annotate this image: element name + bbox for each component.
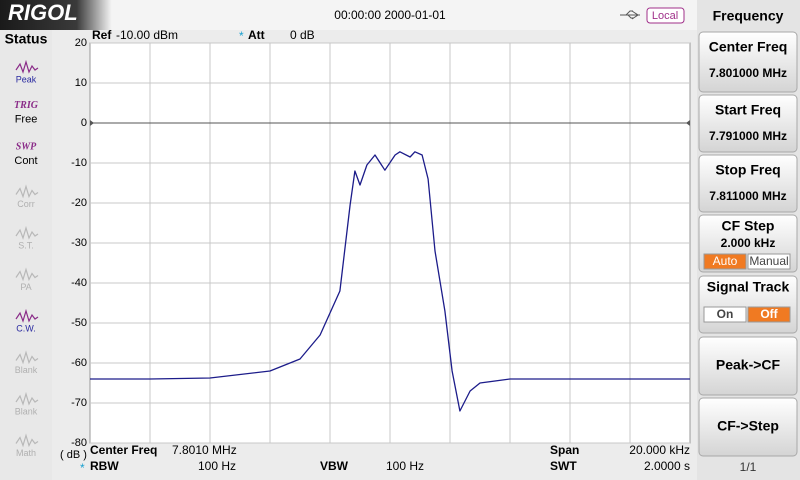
menu-button[interactable] [698,397,798,457]
status-item[interactable] [8,301,46,339]
att-label: Att [248,28,265,42]
menu-option[interactable] [747,253,791,270]
y-tick-label: 0 [81,117,87,129]
y-tick-label: -20 [71,197,87,209]
y-tick-label: -50 [71,317,87,329]
status-item-label: Free [15,113,38,125]
menu-option[interactable] [703,253,747,270]
status-icon [15,391,39,406]
att-value: 0 dB [290,28,315,42]
local-button[interactable] [646,7,685,24]
vbw-value: 100 Hz [386,459,424,473]
reference-marker-right [686,120,690,126]
menu-button-label: Start Freq [715,102,781,118]
menu-page: 1/1 [740,460,757,474]
status-item-label: C.W. [16,323,36,333]
y-tick-label: -80 [71,437,87,449]
status-icon [15,308,39,323]
status-icon [15,225,39,240]
status-item-label: Math [16,448,36,458]
logo: RIGOL [8,0,78,25]
status-item[interactable] [8,259,46,298]
menu-option[interactable] [747,306,791,323]
menu-button[interactable] [698,154,798,213]
status-title: Status [5,31,48,47]
menu-option-label: On [717,307,734,321]
ref-value: -10.00 dBm [116,28,178,42]
menu-button-label: CF->Step [717,418,779,434]
menu-button[interactable] [698,336,798,396]
center-label: Center Freq [90,443,157,457]
status-icon [15,267,39,282]
menu-button-value: 2.000 kHz [721,236,776,250]
status-item[interactable] [8,384,46,422]
status-icon [15,59,39,74]
menu-option-label: Manual [749,254,788,268]
menu-option-label: Off [760,307,778,321]
span-value: 20.000 kHz [629,443,690,457]
status-item-label: Corr [17,199,35,209]
status-item[interactable] [8,342,46,381]
rbw-value: 100 Hz [198,459,236,473]
y-tick-label: 20 [75,37,87,49]
menu-option[interactable] [703,306,747,323]
y-tick-label: -30 [71,237,87,249]
status-icon [15,184,39,199]
menu-button-value: 7.791000 MHz [709,129,787,143]
status-item-top: SWP [16,141,37,152]
trace [90,151,690,412]
menu-option-label: Auto [713,254,738,268]
status-item[interactable] [8,176,46,215]
center-value: 7.8010 MHz [172,443,237,457]
status-item-label: Blank [15,406,38,416]
status-item-label: Peak [16,74,37,84]
menu-button[interactable] [698,31,798,93]
att-asterisk: * [239,29,244,43]
swt-value: 2.0000 s [644,459,690,473]
span-label: Span [550,443,579,457]
header-bar [0,0,697,30]
status-item-label: Blank [15,365,38,375]
reference-marker-left [90,120,94,126]
y-tick-label: -40 [71,277,87,289]
menu-button-value: 7.801000 MHz [709,66,787,80]
menu-title: Frequency [713,8,784,24]
status-item[interactable] [8,93,46,132]
ref-label: Ref [92,28,112,42]
y-tick-label: 10 [75,77,87,89]
swt-label: SWT [550,459,577,473]
menu-button-label: Center Freq [709,39,788,55]
status-icon [15,433,39,448]
y-tick-label: -70 [71,397,87,409]
y-tick-label: -60 [71,357,87,369]
unit-label: ( dB ) [60,449,87,461]
rbw-label: RBW [90,459,119,473]
menu-button-label: Stop Freq [715,162,780,178]
status-item[interactable] [8,425,46,464]
status-item-label: S.T. [18,240,34,250]
status-item-label: PA [20,282,31,292]
rbw-asterisk: * [80,461,85,475]
menu-button-label: Peak->CF [716,357,781,373]
menu-button[interactable] [698,94,798,153]
menu-button-label: Signal Track [707,279,790,295]
usb-icon [620,10,640,20]
vbw-label: VBW [320,459,349,473]
datetime: 00:00:00 2000-01-01 [334,8,446,22]
status-item[interactable] [8,135,46,173]
menu-button-label: CF Step [722,218,775,234]
status-icon [15,350,39,365]
status-item-top: TRIG [14,100,39,111]
status-item[interactable] [8,52,46,90]
status-item-label: Cont [14,155,37,167]
status-item[interactable] [8,218,46,256]
y-tick-label: -10 [71,157,87,169]
local-label: Local [652,10,678,22]
menu-button-value: 7.811000 MHz [709,189,786,203]
